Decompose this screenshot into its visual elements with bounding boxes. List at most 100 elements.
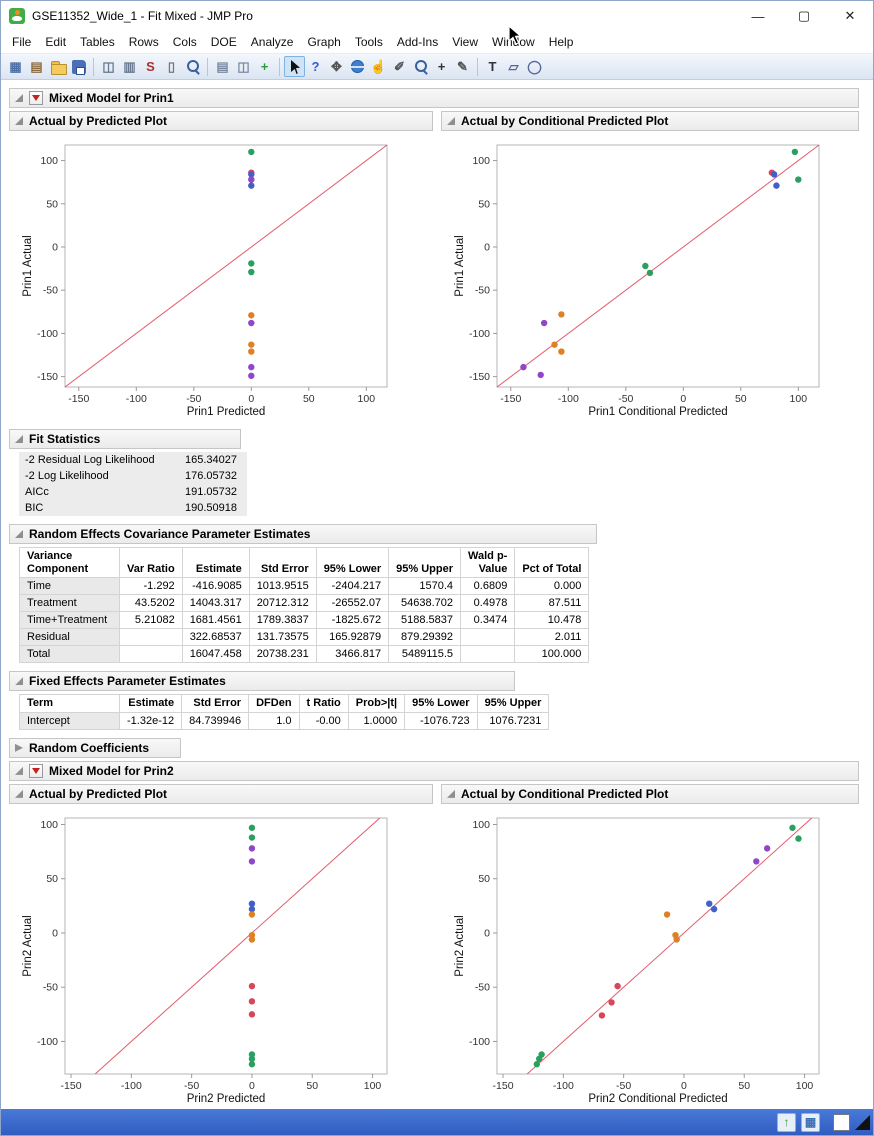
- column-header: Pct of Total: [514, 546, 590, 579]
- disclosure-icon[interactable]: [15, 677, 23, 686]
- column-header: 95% Lower: [315, 546, 390, 579]
- annotate-text-icon[interactable]: T: [488, 59, 497, 74]
- menu-edit[interactable]: Edit: [45, 35, 67, 49]
- outline-actual-by-predicted-prin1[interactable]: Actual by Predicted Plot: [9, 111, 433, 131]
- cell: 0.3474: [460, 611, 516, 630]
- svg-text:100: 100: [796, 1080, 814, 1092]
- svg-text:-150: -150: [37, 371, 58, 383]
- outline-actual-by-conditional-predicted-prin2[interactable]: Actual by Conditional Predicted Plot: [441, 783, 859, 804]
- row-label: Time+Treatment: [19, 611, 120, 630]
- red-triangle-menu-icon[interactable]: [29, 91, 43, 105]
- menu-cols[interactable]: Cols: [172, 35, 197, 49]
- svg-text:-150: -150: [68, 393, 89, 405]
- menu-graph[interactable]: Graph: [307, 35, 341, 49]
- search-icon[interactable]: [182, 56, 203, 77]
- outline-random-effects-covariance[interactable]: Random Effects Covariance Parameter Esti…: [9, 524, 597, 544]
- new-graph-icon[interactable]: +: [260, 59, 269, 74]
- globe-icon[interactable]: [347, 56, 368, 77]
- disclosure-icon[interactable]: [15, 117, 23, 125]
- random-effects-covariance-table: Variance Component Var Ratio Estimate Std E…: [17, 546, 859, 664]
- menu-analyze[interactable]: Analyze: [250, 35, 294, 49]
- actual-by-conditional-predicted-plot-prin2[interactable]: -150 -100 -50 0 50 100 -100 -50 0 50 100 Prin2 Cond…: [451, 808, 831, 1108]
- disclosure-icon[interactable]: [447, 117, 455, 125]
- menu-bar: File Edit Tables Rows Cols DOE Analyze Graph Too…: [1, 31, 873, 53]
- cell: -416.9085: [181, 577, 250, 596]
- new-data-table-icon[interactable]: ▦: [9, 58, 22, 74]
- disclosure-icon[interactable]: [15, 94, 23, 102]
- actual-by-predicted-plot-prin1[interactable]: -150 -100 -50 0 50 100 -150 -100 -50 0 50 100 Prin1 …: [19, 135, 399, 421]
- disclosure-icon-collapsed[interactable]: [15, 743, 23, 752]
- open-icon[interactable]: [47, 56, 68, 77]
- menu-rows[interactable]: Rows: [128, 35, 159, 49]
- close-button[interactable]: ✕: [844, 8, 856, 23]
- cell: 43.5202: [119, 594, 183, 613]
- data-table-icon[interactable]: ▦: [801, 1112, 820, 1132]
- disclosure-icon[interactable]: [15, 789, 23, 798]
- row-label: Intercept: [19, 711, 120, 730]
- row-label: Time: [19, 577, 120, 596]
- polygon-tool-icon[interactable]: ▱: [508, 58, 519, 74]
- journal-icon[interactable]: ▤: [216, 58, 229, 74]
- maximize-button[interactable]: ▢: [797, 8, 811, 23]
- actual-by-conditional-predicted-plot-prin1[interactable]: -150 -100 -50 0 50 100 -150 -100 -50 0 50 100 Prin1 …: [451, 135, 831, 421]
- cell: 0.000: [514, 577, 590, 596]
- outline-fixed-effects[interactable]: Fixed Effects Parameter Estimates: [9, 671, 515, 692]
- layout-icon[interactable]: ◫: [237, 58, 250, 74]
- outline-mixed-model-prin2[interactable]: Mixed Model for Prin2: [9, 760, 859, 781]
- outline-title: Fit Statistics: [29, 432, 101, 446]
- red-triangle-menu-icon[interactable]: [29, 763, 43, 778]
- menu-file[interactable]: File: [12, 35, 32, 49]
- menu-help[interactable]: Help: [548, 35, 574, 49]
- menu-view[interactable]: View: [452, 35, 478, 49]
- grabber-tool-icon[interactable]: ✥: [331, 58, 342, 74]
- svg-text:50: 50: [46, 198, 58, 210]
- scroll-to-top-icon[interactable]: ↑: [777, 1112, 796, 1132]
- cell: -2404.217: [315, 577, 390, 596]
- svg-text:50: 50: [46, 873, 58, 885]
- outline-actual-by-predicted-prin2[interactable]: Actual by Predicted Plot: [9, 783, 433, 804]
- run-script-icon[interactable]: S: [146, 59, 155, 74]
- resize-grip-icon[interactable]: [855, 1114, 870, 1130]
- outline-title: Random Coefficients: [29, 740, 150, 755]
- menu-tools[interactable]: Tools: [354, 35, 383, 49]
- paste-icon[interactable]: ▥: [123, 58, 136, 74]
- lock-icon[interactable]: ▯: [167, 58, 176, 74]
- column-header: Wald p- Value: [460, 546, 516, 579]
- outline-random-coefficients[interactable]: Random Coefficients: [9, 737, 181, 758]
- hand-tool-icon[interactable]: ☝: [370, 58, 387, 74]
- disclosure-icon[interactable]: [15, 766, 23, 775]
- svg-text:100: 100: [472, 819, 490, 831]
- svg-text:-100: -100: [558, 393, 579, 405]
- crosshair-tool-icon[interactable]: +: [437, 59, 446, 74]
- magnifier-tool-icon[interactable]: [410, 56, 431, 77]
- outline-mixed-model-prin1[interactable]: Mixed Model for Prin1: [9, 88, 859, 108]
- menu-doe[interactable]: DOE: [210, 35, 237, 49]
- outline-fit-statistics[interactable]: Fit Statistics: [9, 429, 241, 449]
- svg-text:Prin2 Conditional Predicted: Prin2 Conditional Predicted: [588, 1093, 727, 1105]
- outline-title: Mixed Model for Prin2: [49, 763, 174, 778]
- outline-actual-by-conditional-predicted-prin1[interactable]: Actual by Conditional Predicted Plot: [441, 111, 859, 131]
- svg-text:100: 100: [364, 1080, 382, 1092]
- disclosure-icon[interactable]: [15, 530, 23, 538]
- arrow-tool-icon[interactable]: [284, 56, 305, 77]
- table-row: Time+Treatment 5.21082 1681.4561 1789.3837-…: [19, 611, 590, 630]
- new-journal-icon[interactable]: ▤: [30, 58, 43, 74]
- pencil-tool-icon[interactable]: ✎: [457, 58, 468, 74]
- actual-by-predicted-plot-prin2[interactable]: -150 -100 -50 0 50 100 -100 -50 0 50 100 Prin2 Pred…: [19, 808, 399, 1108]
- oval-tool-icon[interactable]: ◯: [527, 58, 542, 74]
- row-label: BIC: [25, 502, 44, 514]
- menu-window[interactable]: Window: [492, 35, 535, 49]
- titlebar: GSE11352_Wide_1 - Fit Mixed - JMP Pro — …: [1, 1, 873, 31]
- help-tool-icon[interactable]: ?: [311, 59, 320, 74]
- minimize-button[interactable]: —: [751, 8, 765, 24]
- cell: 131.73575: [248, 628, 317, 647]
- menu-addins[interactable]: Add-Ins: [396, 35, 439, 49]
- copy-icon[interactable]: ◫: [102, 58, 115, 74]
- brush-tool-icon[interactable]: ✐: [394, 58, 405, 74]
- row-label: Residual: [19, 628, 120, 647]
- save-icon[interactable]: [68, 56, 89, 77]
- disclosure-icon[interactable]: [447, 789, 455, 798]
- disclosure-icon[interactable]: [15, 435, 23, 443]
- svg-text:0: 0: [681, 1080, 687, 1092]
- menu-tables[interactable]: Tables: [80, 35, 115, 49]
